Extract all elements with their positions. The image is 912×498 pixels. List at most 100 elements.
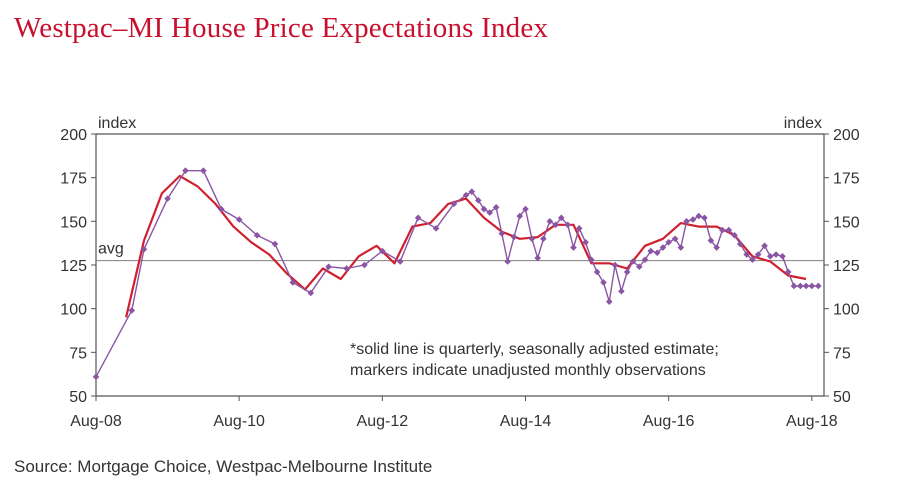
monthly-marker [522, 205, 529, 213]
monthly-marker [779, 252, 786, 260]
monthly-marker [593, 268, 601, 276]
annotation-line: *solid line is quarterly, seasonally adj… [350, 341, 719, 358]
monthly-marker [528, 235, 536, 243]
monthly-marker [361, 261, 368, 269]
monthly-marker [767, 252, 774, 260]
monthly-marker [462, 191, 470, 199]
monthly-marker [480, 205, 488, 213]
monthly-marker [534, 254, 541, 262]
monthly-marker [492, 204, 500, 211]
monthly-marker [719, 226, 726, 234]
monthly-marker [659, 244, 667, 251]
axes [91, 133, 829, 401]
monthly-marker [450, 200, 458, 208]
y-tick-label-right: 50 [833, 389, 851, 406]
monthly-marker [808, 282, 816, 290]
monthly-marker [253, 232, 261, 239]
y-tick-label-left: 200 [60, 127, 87, 144]
monthly-marker [743, 251, 750, 258]
monthly-marker [713, 244, 720, 251]
monthly-marker [217, 205, 225, 213]
monthly-marker [665, 238, 672, 246]
monthly-marker [784, 268, 792, 276]
monthly-marker [761, 242, 768, 250]
x-tick-label: Aug-14 [500, 413, 552, 430]
left-unit-label: index [98, 115, 136, 132]
monthly-marker [683, 218, 690, 225]
monthly-marker [689, 216, 697, 223]
y-tick-label-right: 150 [833, 214, 860, 231]
monthly-marker [641, 256, 649, 264]
monthly-marker [468, 188, 476, 195]
monthly-marker [516, 212, 524, 220]
monthly-marker [772, 251, 780, 258]
monthly-marker [731, 232, 738, 239]
monthly-series [92, 167, 822, 381]
monthly-marker [552, 221, 559, 229]
monthly-marker [749, 256, 756, 264]
monthly-marker [797, 282, 804, 290]
monthly-marker [510, 233, 518, 241]
monthly-marker [140, 245, 148, 253]
monthly-marker [271, 240, 279, 248]
monthly-marker [540, 235, 547, 243]
source-note: Source: Mortgage Choice, Westpac-Melbour… [14, 457, 433, 476]
monthly-marker [623, 268, 631, 276]
annotation-line: markers indicate unadjusted monthly obse… [350, 362, 706, 379]
chart-svg: 200 200 175 175 150 150 125 125 100 100 75 75 50 50 Au… [60, 115, 860, 430]
monthly-marker [582, 238, 589, 246]
monthly-marker [814, 282, 822, 290]
y-tick-label-right: 75 [833, 345, 851, 362]
monthly-marker [647, 247, 655, 255]
monthly-marker [736, 240, 744, 248]
monthly-marker [618, 287, 625, 295]
y-tick-label-right: 200 [833, 127, 860, 144]
monthly-marker [600, 279, 607, 286]
chart-title: Westpac–MI House Price Expectations Inde… [14, 12, 549, 44]
monthly-marker [128, 307, 136, 314]
monthly-marker [414, 214, 422, 222]
monthly-marker [379, 247, 386, 255]
quarterly-line [125, 174, 807, 318]
quarterly-series [125, 174, 807, 318]
monthly-marker [92, 373, 100, 381]
monthly-marker [790, 282, 798, 290]
monthly-marker [486, 209, 494, 216]
monthly-marker [754, 251, 762, 258]
y-tick-label-left: 75 [69, 345, 87, 362]
monthly-marker [200, 167, 207, 174]
monthly-marker [504, 258, 511, 265]
monthly-marker [629, 258, 637, 265]
monthly-marker [164, 195, 171, 202]
monthly-marker [546, 218, 554, 225]
average-label: avg [98, 241, 124, 258]
y-tick-label-right: 175 [833, 171, 860, 188]
monthly-marker [605, 298, 613, 305]
monthly-marker [557, 214, 565, 222]
monthly-marker [725, 226, 733, 234]
monthly-marker [307, 289, 315, 297]
x-tick-label: Aug-10 [213, 413, 265, 430]
monthly-marker [289, 279, 297, 286]
monthly-marker [575, 225, 583, 232]
y-tick-label-right: 125 [833, 258, 860, 275]
y-tick-label-left: 100 [60, 302, 87, 319]
monthly-marker [707, 237, 715, 244]
monthly-marker [677, 244, 685, 251]
y-tick-label-right: 100 [833, 302, 860, 319]
y-tick-label-left: 150 [60, 214, 87, 231]
y-tick-label-left: 175 [60, 171, 87, 188]
x-tick-label: Aug-08 [70, 413, 122, 430]
monthly-marker [701, 214, 708, 222]
labels: 200 200 175 175 150 150 125 125 100 100 75 75 50 50 Au… [60, 115, 860, 430]
y-tick-label-left: 50 [69, 389, 87, 406]
monthly-marker [474, 197, 482, 204]
right-unit-label: index [784, 115, 822, 132]
monthly-marker [343, 265, 350, 272]
y-tick-label-left: 125 [60, 258, 87, 275]
monthly-marker [653, 249, 661, 257]
monthly-marker [611, 261, 619, 269]
monthly-marker [396, 258, 404, 265]
monthly-marker [432, 225, 440, 232]
monthly-marker [182, 167, 189, 174]
